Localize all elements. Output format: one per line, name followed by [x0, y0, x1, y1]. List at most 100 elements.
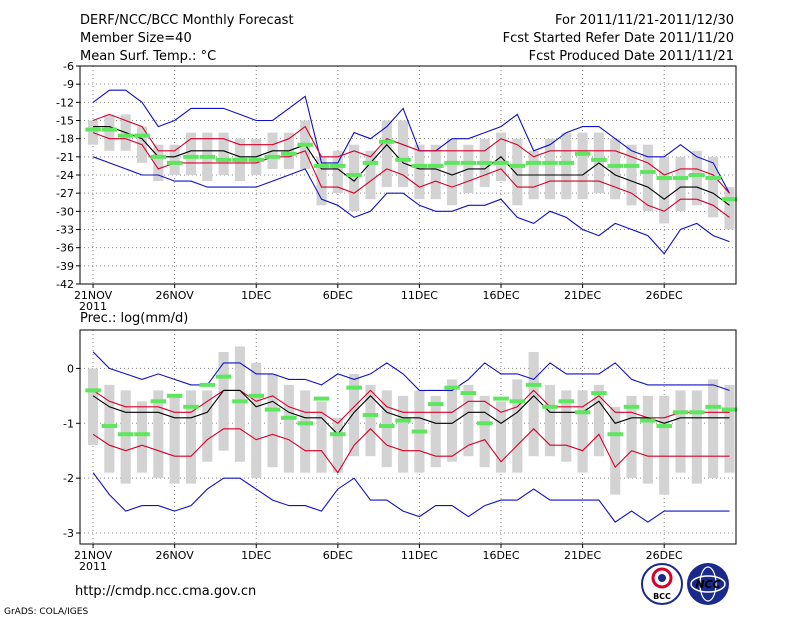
temp-observed-mark [215, 157, 232, 162]
prec-lower-spread-line [92, 428, 730, 474]
temp-observed-mark [689, 173, 705, 177]
temp-xtick-label: 11DEC [401, 289, 438, 302]
prec-observed-mark [476, 421, 493, 426]
temp-ytick-label: -42 [56, 278, 74, 291]
prec-ensemble-mean-line [92, 389, 730, 436]
prec-observed-mark [427, 402, 444, 407]
prec-observed-mark [85, 388, 101, 393]
prec-plot-frame [79, 329, 737, 545]
variable-text: Mean Surf. Temp.: °C [80, 49, 216, 64]
prec-observed-mark [313, 396, 330, 401]
prec-observed-mark [656, 424, 672, 429]
temp-range-bar [724, 187, 735, 230]
temp-ytick-label: -9 [63, 78, 74, 91]
temp-range-bar [642, 144, 653, 212]
prec-range-bar [136, 401, 148, 473]
prec-range-bar [87, 368, 99, 446]
bcc-logo-text: BCC [653, 592, 671, 601]
prec-range-bar [283, 384, 294, 473]
prec-range-bar [561, 390, 572, 462]
temp-observed-mark [134, 133, 150, 138]
temp-observed-mark [705, 176, 721, 181]
temp-range-bar [218, 132, 229, 175]
temp-observed-mark [591, 157, 607, 162]
prec-xtick-label: 26DEC [646, 549, 683, 562]
temp-xtick-label: 26NOV [156, 289, 195, 302]
prec-xtick-label: 21NOV [74, 549, 113, 562]
temp-observed-mark [232, 157, 248, 162]
temp-ensemble-max-line [92, 89, 730, 194]
temp-observed-mark [493, 160, 509, 165]
prec-range-bar [610, 406, 621, 495]
temp-upper-spread-line [92, 113, 730, 194]
prec-range-bar [495, 401, 507, 473]
ncc-logo-meridian [699, 566, 717, 602]
prec-range-bar [398, 395, 409, 473]
temp-ytick-label: -6 [63, 60, 74, 73]
prec-ytick-label: 0 [67, 362, 74, 375]
prec-observed-mark [689, 410, 705, 415]
temp-range-bar [104, 114, 115, 151]
prec-range-bar [512, 379, 523, 473]
temp-observed-mark [640, 169, 656, 174]
prec-observed-mark [623, 404, 640, 409]
temp-observed-mark [313, 163, 330, 168]
temp-range-bar [447, 138, 458, 206]
temp-ytick-label: -12 [56, 96, 74, 109]
prec-observed-mark [346, 385, 362, 390]
temp-range-bar [659, 156, 670, 224]
prec-observed-mark [591, 391, 607, 396]
prec-observed-mark [183, 404, 199, 409]
temp-observed-mark [199, 154, 216, 159]
temp-plot-frame [79, 65, 737, 285]
prec-range-bar [365, 384, 376, 457]
prec-observed-mark [640, 418, 656, 423]
temp-year-label: 2011 [79, 300, 107, 313]
prec-observed-mark [411, 429, 428, 434]
temp-xtick-label: 6DEC [323, 289, 353, 302]
prec-observed-mark [362, 413, 379, 418]
grads-credit: GrADS: COLA/IGES [4, 607, 88, 617]
prec-xtick-label: 11DEC [401, 549, 438, 562]
temp-ytick-label: -24 [56, 169, 74, 182]
temp-range-bar [512, 138, 523, 206]
temp-range-bar [414, 144, 425, 200]
temp-range-bar [169, 144, 180, 175]
temp-xtick-label: 1DEC [241, 289, 271, 302]
temp-observed-mark [607, 163, 623, 168]
member-size-text: Member Size=40 [80, 31, 192, 46]
bcc-logo-ring [641, 563, 683, 605]
temp-range-bar [626, 144, 637, 206]
temp-ytick-label: -36 [56, 242, 74, 255]
temp-ytick-label: -30 [56, 205, 74, 218]
prec-range-bar [626, 395, 637, 479]
temp-observed-mark [656, 176, 672, 181]
temp-range-bar [398, 120, 409, 188]
prec-range-bar [675, 390, 686, 473]
temp-observed-mark [574, 151, 591, 156]
temp-observed-mark [281, 151, 297, 156]
prec-range-bar [349, 373, 360, 457]
prec-observed-mark [379, 424, 395, 429]
temp-ytick-label: -21 [56, 151, 74, 164]
temperature-panel: -42 -39 -36 -33 -30 -27 -24 -21 -18 -15 -12 -9 -6 21N… [56, 60, 738, 313]
prec-ensemble-min-line [92, 472, 730, 523]
prec-year-label: 2011 [79, 560, 107, 573]
temp-observed-mark [248, 157, 264, 162]
start-date-text: Fcst Started Refer Date 2011/11/20 [503, 31, 734, 46]
prec-xtick-label: 1DEC [241, 549, 271, 562]
prec-ensemble-max-line [92, 351, 730, 391]
temp-observed-mark [411, 163, 428, 168]
website-url: http://cmdp.ncc.cma.gov.cn [75, 584, 256, 599]
prec-observed-mark [558, 399, 575, 404]
temp-ensemble-min-line [92, 156, 730, 255]
temp-observed-mark [721, 197, 738, 202]
temp-range-bar [544, 138, 556, 200]
temp-observed-mark [117, 133, 134, 138]
temp-ytick-label: -15 [56, 115, 74, 128]
prec-upper-spread-line [92, 389, 730, 425]
prec-observed-mark [134, 432, 150, 437]
prec-observed-mark [705, 404, 721, 409]
